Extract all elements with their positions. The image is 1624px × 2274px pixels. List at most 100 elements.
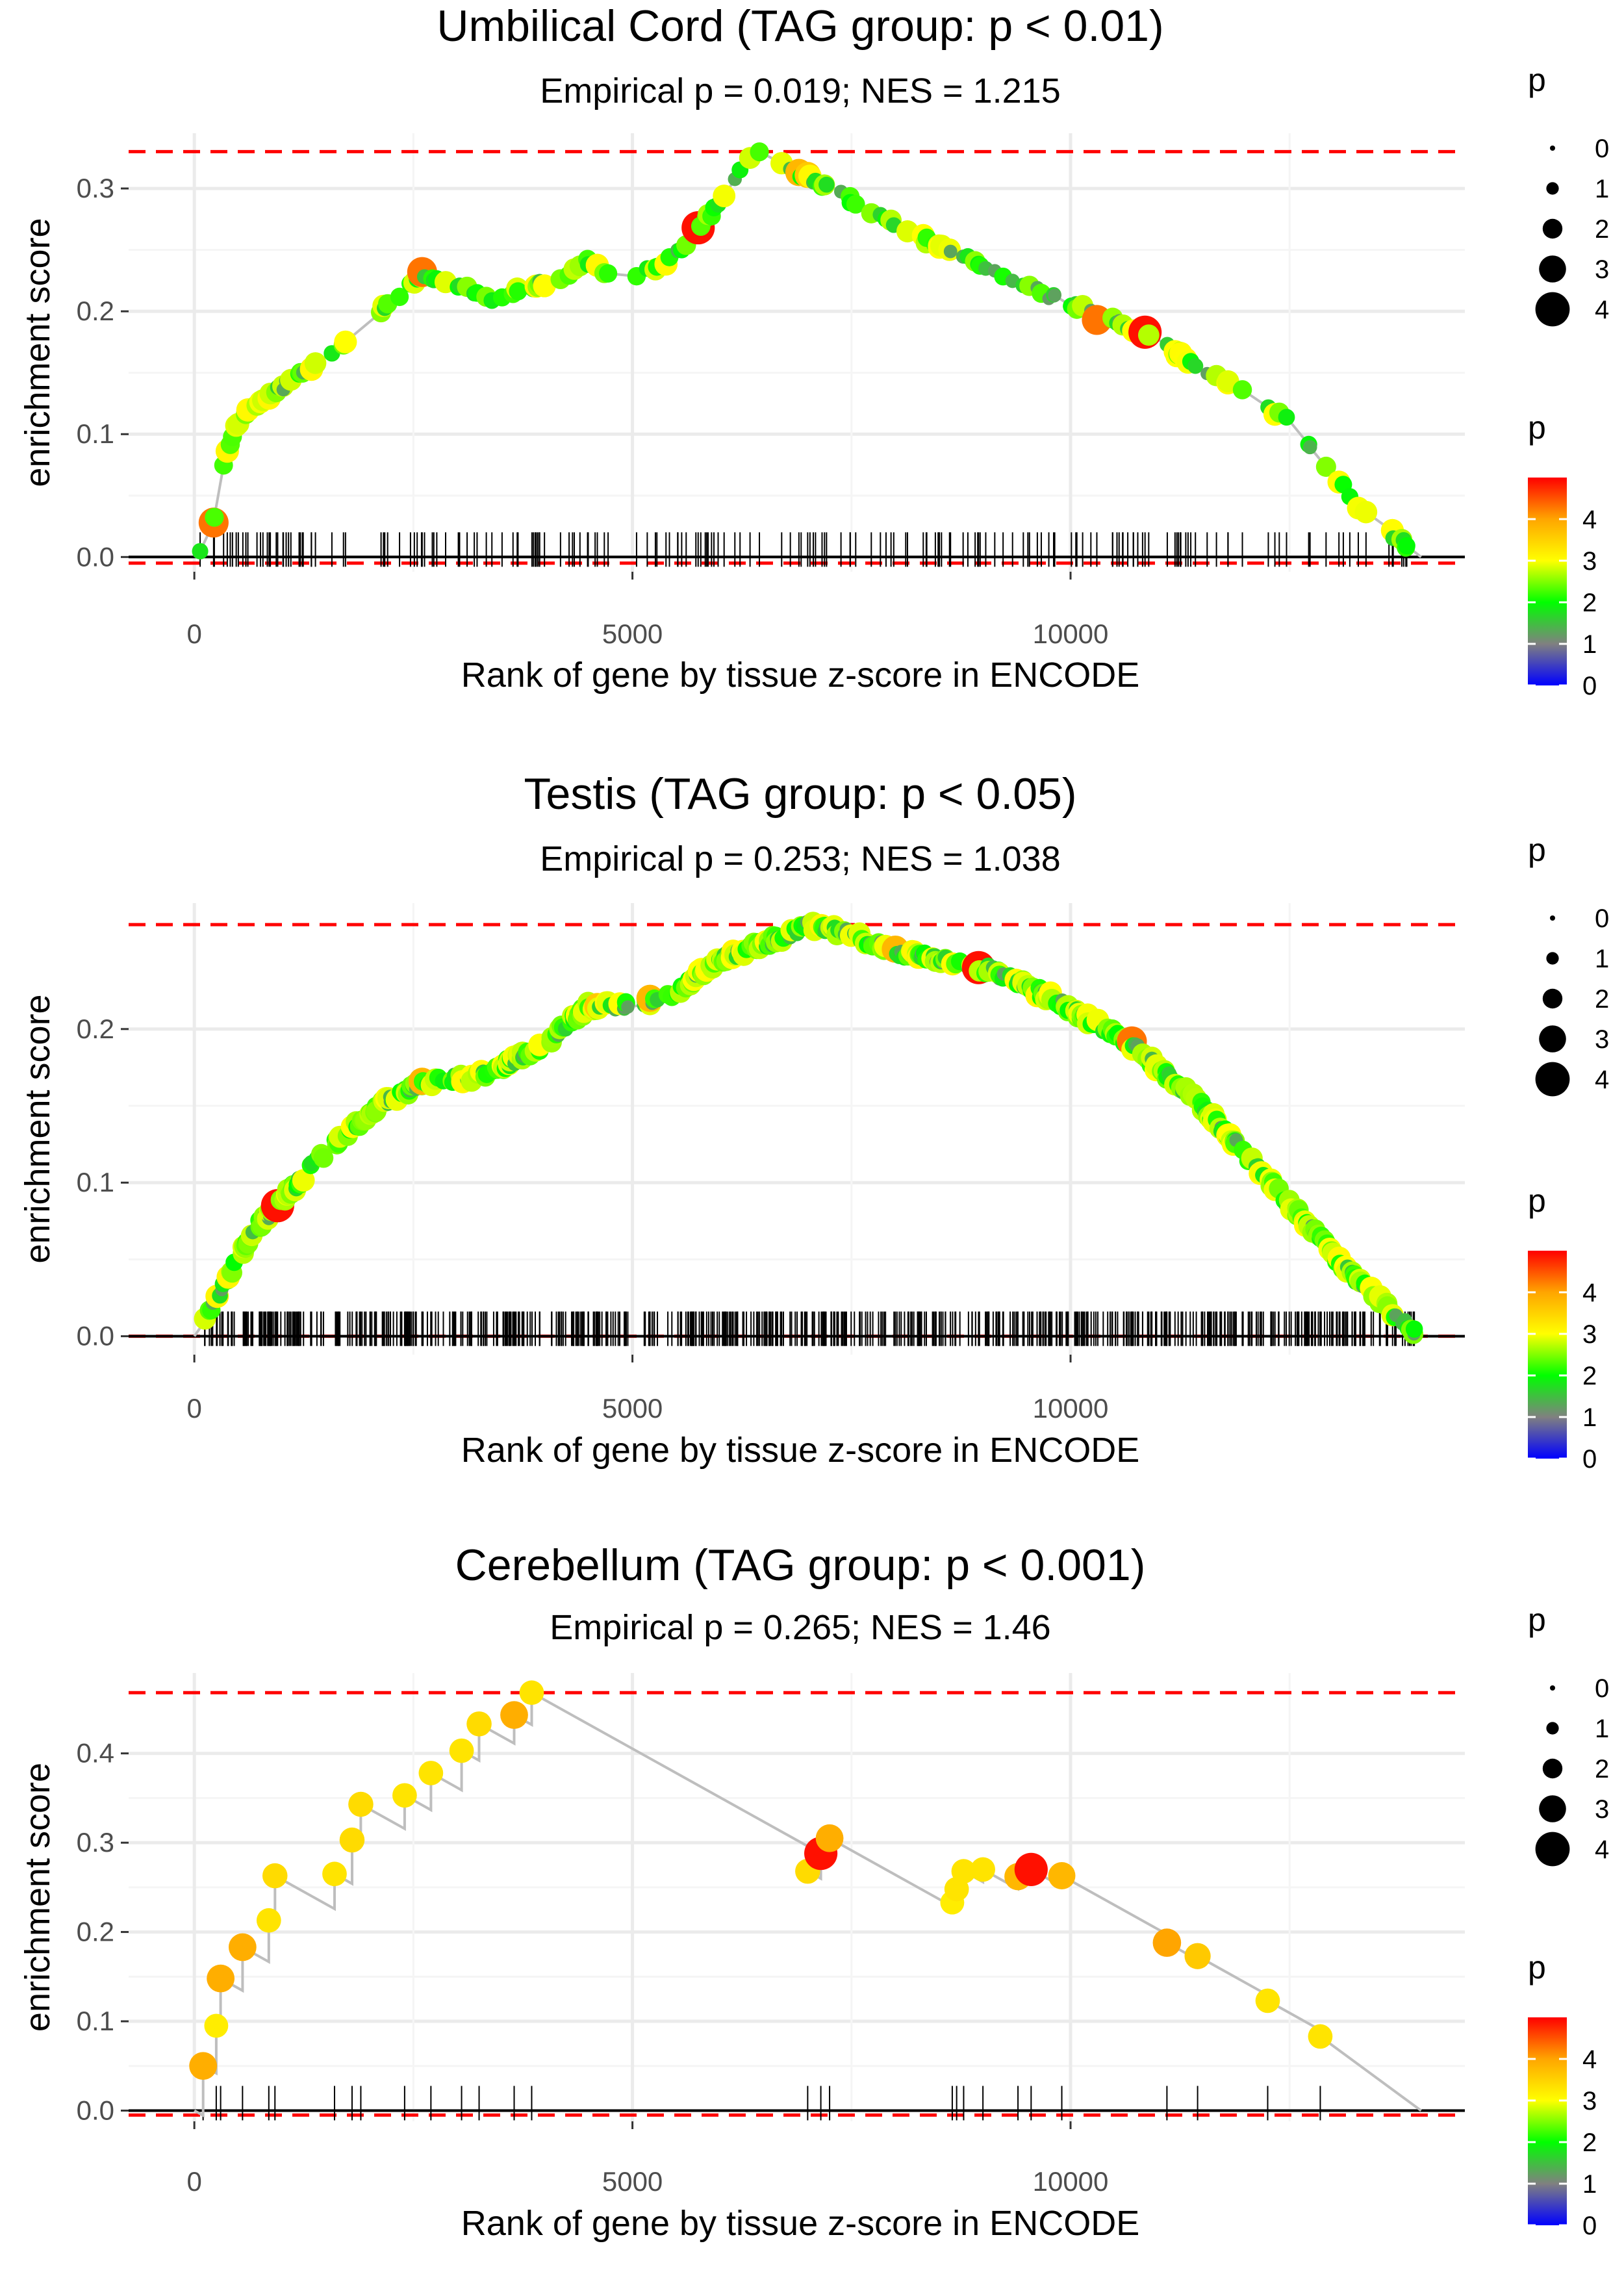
data-point: [262, 1863, 288, 1889]
color-bar: [1528, 478, 1567, 685]
size-legend-label: 4: [1595, 1066, 1609, 1094]
y-tick-label: 0.2: [77, 1014, 114, 1044]
color-bar: [1528, 1251, 1567, 1459]
size-legend-label: 4: [1595, 296, 1609, 324]
size-legend-key: [1550, 1685, 1555, 1691]
color-legend: p 4 3 2 1 0: [1528, 1949, 1597, 2240]
data-point: [1302, 440, 1317, 455]
y-tick-label: 0.3: [77, 1827, 114, 1858]
size-legend-key: [1539, 1025, 1566, 1053]
size-legend-title: p: [1528, 1602, 1546, 1638]
size-legend-key: [1546, 1722, 1559, 1735]
data-point: [519, 1680, 544, 1706]
color-legend-label: 4: [1582, 1279, 1597, 1307]
x-tick-label: 5000: [602, 2166, 663, 2197]
chart-title: Cerebellum (TAG group: p < 0.001): [455, 1540, 1146, 1590]
color-legend-label: 1: [1582, 630, 1597, 659]
size-legend-label: 0: [1595, 1674, 1609, 1703]
y-tick-label: 0.0: [77, 541, 114, 572]
data-point: [1048, 1862, 1076, 1889]
color-legend-label: 3: [1582, 1320, 1597, 1349]
size-legend-key: [1535, 292, 1570, 327]
data-point: [598, 264, 618, 283]
data-point: [621, 1000, 635, 1014]
size-legend-key: [1542, 1758, 1563, 1779]
data-point: [339, 1827, 365, 1853]
size-legend-key: [1542, 218, 1563, 239]
y-axis-title: enrichment score: [18, 1763, 57, 2032]
chart-panel-2: Testis (TAG group: p < 0.05) Empirical p …: [18, 769, 1609, 1474]
data-point: [1014, 1852, 1048, 1886]
running-sum-line: [194, 1690, 1422, 2118]
data-point: [390, 287, 409, 307]
y-tick-label: 0.1: [77, 1167, 114, 1197]
size-legend-label: 3: [1595, 1795, 1609, 1824]
size-legend-key: [1539, 255, 1566, 283]
x-tick-label: 0: [186, 619, 201, 649]
data-point: [313, 1147, 334, 1168]
data-point: [322, 1861, 347, 1887]
color-legend-label: 0: [1582, 1445, 1597, 1474]
color-legend-label: 4: [1582, 2045, 1597, 2074]
color-legend-label: 2: [1582, 2128, 1597, 2157]
data-point: [1354, 500, 1378, 524]
data-point: [818, 176, 835, 193]
size-legend-key: [1535, 1832, 1570, 1867]
y-tick-label: 0.4: [77, 1738, 114, 1769]
data-point: [1398, 537, 1415, 555]
data-point: [449, 1738, 474, 1763]
data-point: [1232, 380, 1252, 400]
data-point: [348, 1791, 374, 1817]
size-legend-label: 4: [1595, 1835, 1609, 1864]
data-point: [466, 1711, 492, 1737]
gridlines: [129, 903, 1465, 1355]
data-point: [1405, 1320, 1423, 1338]
color-legend: p 4 3 2 1 0: [1528, 409, 1597, 700]
rug-ticks: [204, 1311, 1415, 1346]
data-point: [846, 195, 865, 214]
data-point: [943, 244, 958, 259]
size-legend: p 0 1 2 3 4: [1528, 1602, 1609, 1867]
data-point: [1187, 358, 1204, 374]
size-legend: p 0 1 2 3 4: [1528, 62, 1609, 327]
color-legend-title: p: [1528, 409, 1546, 446]
data-point: [1255, 1988, 1280, 2013]
data-point: [304, 352, 327, 374]
data-point: [1315, 456, 1336, 477]
y-axis-title: enrichment score: [18, 994, 57, 1263]
size-legend-label: 2: [1595, 985, 1609, 1014]
data-point: [815, 1824, 844, 1852]
size-legend-key: [1546, 952, 1559, 965]
x-tick-label: 5000: [602, 1393, 663, 1424]
data-point: [533, 274, 556, 298]
color-legend-label: 0: [1582, 672, 1597, 700]
data-point: [189, 2052, 218, 2080]
x-tick-label: 0: [186, 1393, 201, 1424]
size-legend-label: 0: [1595, 904, 1609, 933]
x-axis-title: Rank of gene by tissue z-score in ENCODE: [461, 2204, 1139, 2243]
color-legend-label: 1: [1582, 1403, 1597, 1432]
data-point: [1278, 409, 1295, 426]
size-legend-key: [1535, 1062, 1570, 1097]
data-points: [194, 912, 1424, 1344]
size-legend-label: 1: [1595, 1715, 1609, 1743]
x-axis-title: Rank of gene by tissue z-score in ENCODE: [461, 1431, 1139, 1470]
data-point: [292, 1169, 315, 1192]
y-tick-label: 0.2: [77, 1917, 114, 1947]
chart-subtitle: Empirical p = 0.019; NES = 1.215: [540, 71, 1060, 110]
x-axis-title: Rank of gene by tissue z-score in ENCODE: [461, 656, 1139, 695]
color-legend-label: 3: [1582, 2087, 1597, 2115]
y-tick-label: 0.2: [77, 296, 114, 326]
data-point: [1152, 1928, 1182, 1957]
data-point: [192, 543, 209, 559]
data-point: [1184, 1943, 1211, 1969]
y-axis-title: enrichment score: [18, 218, 57, 487]
data-point: [750, 142, 769, 162]
x-tick-label: 10000: [1033, 1393, 1109, 1424]
color-legend-title: p: [1528, 1182, 1546, 1219]
data-point: [207, 1964, 235, 1993]
data-point: [204, 2013, 229, 2038]
data-point: [1048, 288, 1061, 302]
size-legend-title: p: [1528, 832, 1546, 868]
